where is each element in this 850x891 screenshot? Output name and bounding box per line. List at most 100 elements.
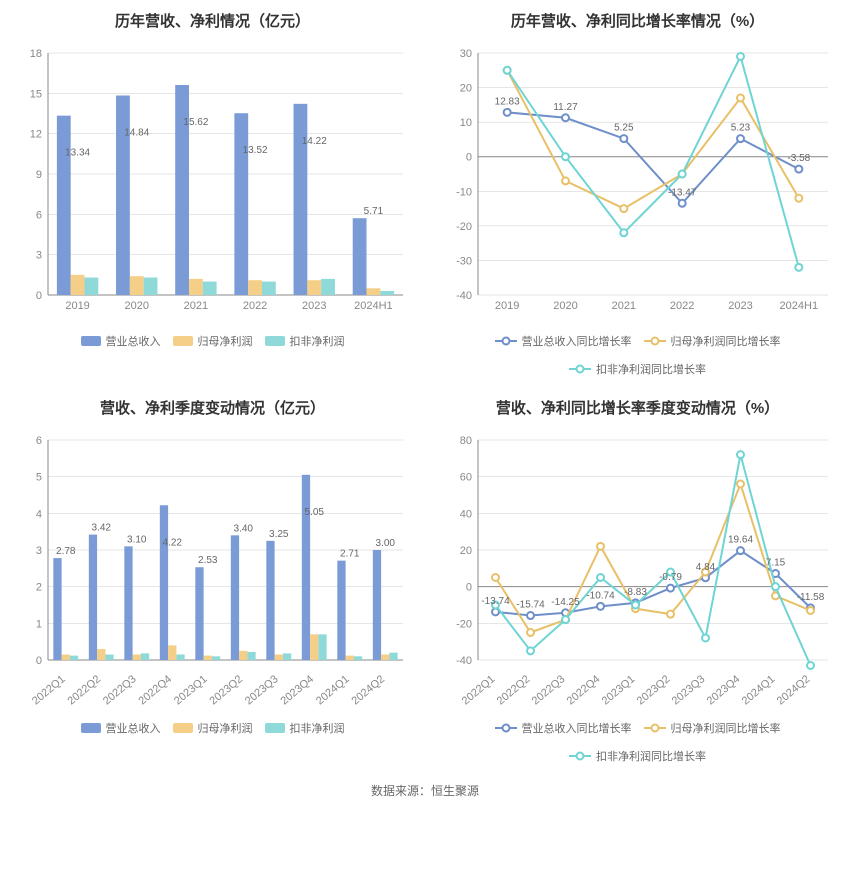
svg-text:2023Q3: 2023Q3 — [242, 673, 280, 707]
svg-text:2021: 2021 — [611, 300, 635, 312]
svg-text:9: 9 — [35, 169, 41, 181]
chart2-title: 历年营收、净利同比增长率情况（%） — [511, 10, 764, 31]
svg-text:2023Q4: 2023Q4 — [704, 673, 742, 707]
svg-text:3.10: 3.10 — [127, 534, 147, 545]
svg-text:2022: 2022 — [669, 300, 693, 312]
svg-text:-40: -40 — [456, 655, 472, 667]
svg-text:20: 20 — [459, 83, 471, 95]
svg-text:2024Q1: 2024Q1 — [313, 673, 351, 707]
panel-annual-revenue: 历年营收、净利情况（亿元） 036912151813.34201914.8420… — [10, 10, 415, 377]
chart3-title: 营收、净利季度变动情况（亿元） — [100, 397, 325, 418]
svg-text:5: 5 — [35, 472, 41, 484]
legend-label: 归母净利润同比增长率 — [671, 333, 781, 349]
legend-label: 归母净利润 — [198, 333, 253, 349]
svg-text:11.27: 11.27 — [553, 102, 578, 113]
svg-text:5.71: 5.71 — [363, 206, 383, 217]
svg-text:3.25: 3.25 — [269, 529, 289, 540]
svg-text:1: 1 — [35, 618, 41, 630]
svg-text:5.25: 5.25 — [614, 123, 634, 134]
legend-item: 扣非净利润同比增长率 — [569, 361, 706, 377]
svg-text:-20: -20 — [456, 221, 472, 233]
svg-text:-11.58: -11.58 — [796, 592, 824, 603]
svg-text:-0.79: -0.79 — [659, 572, 682, 583]
svg-text:12.83: 12.83 — [494, 96, 519, 107]
svg-text:40: 40 — [459, 508, 471, 520]
legend-label: 扣非净利润 — [290, 720, 345, 736]
svg-text:2022Q2: 2022Q2 — [65, 673, 103, 707]
legend-label: 营业总收入 — [106, 333, 161, 349]
svg-text:2023: 2023 — [302, 300, 326, 312]
legend-item: 归母净利润同比增长率 — [644, 333, 781, 349]
chart3-legend: 营业总收入 归母净利润 扣非净利润 — [81, 720, 345, 736]
svg-text:60: 60 — [459, 472, 471, 484]
svg-text:0: 0 — [35, 655, 41, 667]
legend-label: 营业总收入 — [106, 720, 161, 736]
svg-text:-40: -40 — [456, 290, 472, 302]
chart1-legend: 营业总收入 归母净利润 扣非净利润 — [81, 333, 345, 349]
svg-text:-3.58: -3.58 — [787, 153, 810, 164]
chart4-title: 营收、净利同比增长率季度变动情况（%） — [496, 397, 779, 418]
svg-text:-14.25: -14.25 — [551, 597, 580, 608]
legend-item: 营业总收入同比增长率 — [495, 720, 632, 736]
svg-text:2022: 2022 — [242, 300, 266, 312]
svg-text:13.52: 13.52 — [242, 145, 267, 156]
svg-text:4: 4 — [35, 508, 41, 520]
svg-text:5.05: 5.05 — [304, 507, 324, 518]
legend-item: 归母净利润 — [173, 720, 253, 736]
legend-item: 归母净利润同比增长率 — [644, 720, 781, 736]
svg-text:2019: 2019 — [494, 300, 518, 312]
chart2-box: -40-30-20-10010203012.8311.275.25-13.475… — [438, 43, 838, 323]
legend-item: 扣非净利润 — [265, 720, 345, 736]
legend-label: 扣非净利润同比增长率 — [596, 748, 706, 764]
svg-text:2023Q2: 2023Q2 — [207, 673, 245, 707]
svg-text:2023Q4: 2023Q4 — [278, 673, 316, 707]
legend-label: 营业总收入同比增长率 — [522, 333, 632, 349]
svg-text:2023Q1: 2023Q1 — [599, 673, 637, 707]
svg-text:-10.74: -10.74 — [586, 590, 615, 601]
svg-text:6: 6 — [35, 435, 41, 447]
svg-text:-10: -10 — [456, 186, 472, 198]
svg-text:2: 2 — [35, 582, 41, 594]
svg-text:10: 10 — [459, 117, 471, 129]
legend-label: 归母净利润同比增长率 — [671, 720, 781, 736]
chart4-box: -40-20020406080-13.74-15.74-14.25-10.74-… — [438, 430, 838, 710]
legend-item: 扣非净利润 — [265, 333, 345, 349]
svg-text:80: 80 — [459, 435, 471, 447]
svg-text:-13.47: -13.47 — [667, 187, 696, 198]
svg-text:15: 15 — [29, 88, 41, 100]
svg-text:2024Q2: 2024Q2 — [349, 673, 387, 707]
legend-item: 营业总收入 — [81, 720, 161, 736]
legend-label: 营业总收入同比增长率 — [522, 720, 632, 736]
svg-text:4.22: 4.22 — [162, 537, 182, 548]
svg-text:2024H1: 2024H1 — [779, 300, 818, 312]
svg-text:3.42: 3.42 — [91, 523, 111, 534]
svg-text:2022Q1: 2022Q1 — [459, 673, 497, 707]
legend-item: 营业总收入 — [81, 333, 161, 349]
legend-item: 营业总收入同比增长率 — [495, 333, 632, 349]
svg-text:-20: -20 — [456, 618, 472, 630]
svg-text:2023Q2: 2023Q2 — [634, 673, 672, 707]
svg-text:14.84: 14.84 — [124, 127, 149, 138]
chart1-box: 036912151813.34201914.84202015.62202113.… — [13, 43, 413, 323]
svg-text:18: 18 — [29, 48, 41, 60]
data-source-footer: 数据来源：恒生聚源 — [0, 782, 850, 799]
svg-text:-30: -30 — [456, 255, 472, 267]
svg-text:20: 20 — [459, 545, 471, 557]
svg-text:7.15: 7.15 — [765, 558, 785, 569]
svg-text:-13.74: -13.74 — [481, 596, 510, 607]
svg-text:2023: 2023 — [728, 300, 752, 312]
svg-text:2022Q4: 2022Q4 — [564, 673, 602, 707]
svg-text:2020: 2020 — [553, 300, 577, 312]
svg-text:5.23: 5.23 — [730, 123, 750, 134]
svg-text:2.78: 2.78 — [56, 546, 76, 557]
legend-label: 归母净利润 — [198, 720, 253, 736]
svg-text:3.00: 3.00 — [375, 538, 395, 549]
legend-item: 归母净利润 — [173, 333, 253, 349]
svg-text:14.22: 14.22 — [301, 136, 326, 147]
svg-text:2019: 2019 — [65, 300, 89, 312]
svg-text:2022Q4: 2022Q4 — [136, 673, 174, 707]
svg-text:2020: 2020 — [124, 300, 148, 312]
svg-text:-15.74: -15.74 — [516, 600, 545, 611]
legend-label: 扣非净利润 — [290, 333, 345, 349]
svg-text:3: 3 — [35, 545, 41, 557]
